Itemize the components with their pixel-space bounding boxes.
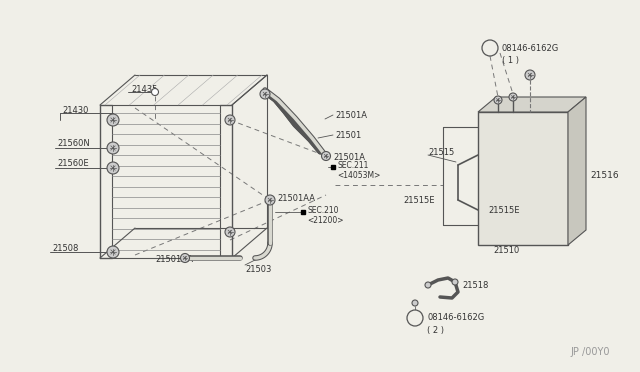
Text: 21501: 21501 [335, 131, 361, 140]
Circle shape [225, 227, 235, 237]
Text: 21510: 21510 [493, 246, 519, 254]
Circle shape [152, 89, 159, 96]
Circle shape [425, 282, 431, 288]
Text: 21430: 21430 [62, 106, 88, 115]
Circle shape [180, 253, 189, 263]
Text: 21501A: 21501A [335, 110, 367, 119]
Text: 21501AA: 21501AA [277, 193, 315, 202]
Text: B: B [488, 44, 493, 52]
Circle shape [482, 40, 498, 56]
Text: 21515: 21515 [428, 148, 454, 157]
Text: 08146-6162G: 08146-6162G [427, 314, 484, 323]
Polygon shape [478, 97, 586, 112]
Text: ( 1 ): ( 1 ) [502, 55, 519, 64]
Text: 21435: 21435 [131, 84, 157, 93]
Circle shape [225, 115, 235, 125]
Circle shape [107, 162, 119, 174]
Circle shape [107, 114, 119, 126]
Circle shape [260, 89, 270, 99]
Circle shape [525, 70, 535, 80]
Text: 21515E: 21515E [403, 196, 435, 205]
Circle shape [407, 310, 423, 326]
Text: B: B [412, 314, 417, 323]
Text: 21560E: 21560E [57, 158, 88, 167]
Text: 08146-6162G: 08146-6162G [502, 44, 559, 52]
Text: ( 2 ): ( 2 ) [427, 326, 444, 334]
Text: 21503: 21503 [245, 266, 271, 275]
Text: 21560N: 21560N [57, 138, 90, 148]
Circle shape [509, 93, 517, 101]
Text: SEC.210: SEC.210 [307, 205, 339, 215]
Text: 21518: 21518 [462, 280, 488, 289]
Text: 21516: 21516 [590, 170, 619, 180]
Circle shape [107, 142, 119, 154]
Circle shape [452, 279, 458, 285]
Circle shape [265, 195, 275, 205]
Text: JP /00Y0: JP /00Y0 [570, 347, 609, 357]
Circle shape [412, 300, 418, 306]
Circle shape [494, 96, 502, 104]
Polygon shape [568, 97, 586, 245]
Bar [478, 112, 568, 245]
Text: 21501A: 21501A [333, 153, 365, 161]
Text: <14053M>: <14053M> [337, 170, 380, 180]
Circle shape [107, 246, 119, 258]
Text: 21515E: 21515E [488, 205, 520, 215]
Text: 21501AA: 21501AA [155, 256, 193, 264]
Text: <21200>: <21200> [307, 215, 344, 224]
Text: 21508: 21508 [52, 244, 78, 253]
Circle shape [321, 151, 330, 160]
Text: SEC.211: SEC.211 [337, 160, 369, 170]
